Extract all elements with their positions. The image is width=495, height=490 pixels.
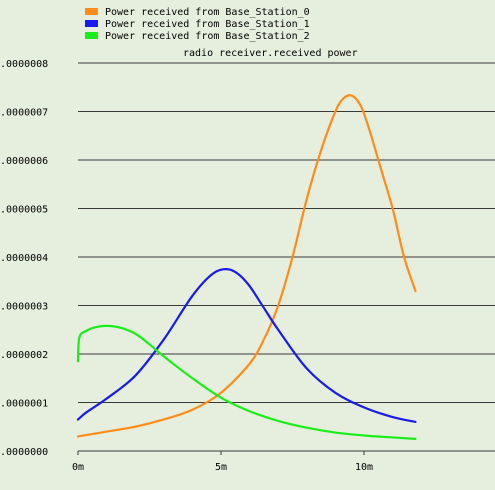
legend: Power received from Base_Station_0Power … xyxy=(85,7,310,42)
legend-label-0: Power received from Base_Station_0 xyxy=(105,7,310,18)
y-tick-label: 0.0000008 xyxy=(0,59,48,70)
series-line-2 xyxy=(76,324,417,440)
y-tick-label: 0.0000000 xyxy=(0,447,48,458)
legend-label-2: Power received from Base_Station_2 xyxy=(105,31,310,42)
y-tick-label: 0.0000002 xyxy=(0,350,48,361)
x-tick-label: 5m xyxy=(215,462,227,473)
legend-swatch-1 xyxy=(85,20,98,27)
y-tick-label: 0.0000007 xyxy=(0,108,48,119)
legend-swatch-0 xyxy=(85,8,98,15)
y-tick-label: 0.0000004 xyxy=(0,253,48,264)
y-tick-labels: 0.0000000 0.0000001 0.0000002 0.0000003 0.00… xyxy=(0,59,48,458)
y-tick-label: 0.0000005 xyxy=(0,205,48,216)
x-tick-label: 0m xyxy=(72,462,84,473)
series-lines xyxy=(76,94,417,440)
y-tick-label: 0.0000006 xyxy=(0,156,48,167)
x-tick-label: 10m xyxy=(355,462,373,473)
chart-title: radio receiver.received power xyxy=(183,48,358,59)
y-tick-label: 0.0000003 xyxy=(0,302,48,313)
x-tick-labels: 0m 5m 10m xyxy=(72,451,373,473)
y-tick-label: 0.0000001 xyxy=(0,399,48,410)
series-line-0 xyxy=(76,94,417,438)
series-line-1 xyxy=(76,268,417,423)
legend-label-1: Power received from Base_Station_1 xyxy=(105,19,310,30)
legend-swatch-2 xyxy=(85,32,98,39)
y-gridlines xyxy=(78,62,495,452)
